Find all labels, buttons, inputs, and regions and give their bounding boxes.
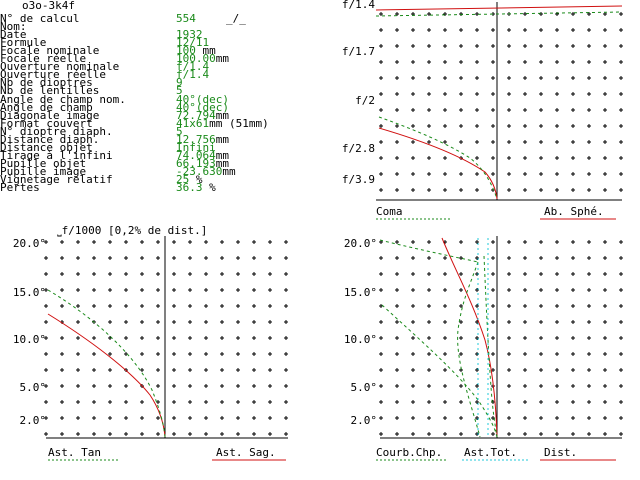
field-grid xyxy=(379,240,623,436)
aperture-tick-label: f/2.8 xyxy=(342,142,375,155)
spec-value: 36.3 % xyxy=(176,181,216,195)
scale-bar-icon: ⎵ xyxy=(57,224,62,237)
legend-sag: Ast. Sag. xyxy=(216,446,276,459)
spec-value: 554 xyxy=(176,12,196,25)
spec-value: -23.630mm xyxy=(176,164,236,178)
spec-label: Angle de champ xyxy=(0,100,93,114)
spec-label: Distance objet xyxy=(0,140,93,154)
tangential-curve xyxy=(47,289,166,438)
spherical-aberration-top xyxy=(375,5,623,11)
spec-label: Nom: xyxy=(0,20,27,34)
spec-label: Distance diaph. xyxy=(0,132,100,146)
spec-label: Nb de lentilles xyxy=(0,84,100,98)
coma-curve xyxy=(378,116,498,200)
scale-note: ⎵f/1000 [0,2% de dist.] xyxy=(44,214,207,236)
legend-coma: Coma xyxy=(376,205,403,218)
distortion-curve xyxy=(441,237,498,438)
spec-value: 40°(dec) xyxy=(176,92,229,106)
window-title: o3o-3k4f xyxy=(22,0,75,12)
coma-top xyxy=(375,11,623,17)
spec-value: 5 xyxy=(176,124,183,138)
aperture-tick-label: f/1.4 xyxy=(342,0,375,11)
spec-value: 9 xyxy=(176,76,183,90)
spec-label: Pupille objet xyxy=(0,156,87,170)
spec-label: Diagonale image xyxy=(0,108,100,122)
field-curve-d xyxy=(483,255,498,438)
aperture-tick-label: f/1.7 xyxy=(342,45,375,58)
astig-tick-label: 15.0° xyxy=(13,286,46,299)
spec-value: Infini xyxy=(176,140,216,154)
astig-grid xyxy=(44,240,288,436)
spec-label: Focale nominale xyxy=(0,44,100,58)
spec-label: Date xyxy=(0,28,27,42)
spec-value: 1932 xyxy=(176,28,203,42)
astig-tick-label: 20.0° xyxy=(13,237,46,250)
aperture-tick-label: f/3.9 xyxy=(342,173,375,186)
spec-value: 41x61mm (51mm) xyxy=(176,116,269,130)
spec-label: Ouverture nominale xyxy=(0,60,120,74)
spec-label: Nb de dioptres xyxy=(0,76,93,90)
field-curve-c xyxy=(381,304,498,438)
field-tick-label: 20.0° xyxy=(344,237,377,250)
spec-label: Pertes xyxy=(0,181,40,195)
sagittal-curve xyxy=(47,313,166,438)
spec-value: 12.756mm xyxy=(176,132,229,146)
spec-value: 12/11 xyxy=(176,36,210,50)
spec-value: f/1.4 xyxy=(176,60,210,74)
legend-spherical: Ab. Sphé. xyxy=(544,205,604,218)
field-tick-label: 15.0° xyxy=(344,286,377,299)
field-curve-a xyxy=(379,239,479,263)
field-tick-label: 10.0° xyxy=(344,333,377,346)
spec-label: N° de calcul xyxy=(0,12,80,25)
spec-value: 74.064mm xyxy=(176,148,229,162)
spec-label: Angle de champ nom. xyxy=(0,92,126,106)
spec-label: Tirage à l'infini xyxy=(0,148,113,162)
spec-label: Format couvert xyxy=(0,116,93,130)
spec-value: 72.794mm xyxy=(176,108,229,122)
spec-value: 100.00mm xyxy=(176,52,229,66)
spec-value: 100 mm xyxy=(176,44,216,58)
legend-tan: Ast. Tan xyxy=(48,446,101,459)
spec-label: N° dioptre diaph. xyxy=(0,124,113,138)
signature-mark: _/_ xyxy=(226,12,246,25)
spec-value: 5 xyxy=(176,84,183,98)
spec-value: 25 % xyxy=(176,173,203,186)
legend-distortion: Dist. xyxy=(544,446,577,459)
spec-label: Focale réelle xyxy=(0,52,87,66)
aperture-grid xyxy=(379,12,623,192)
spec-value: 66.193mm xyxy=(176,156,229,170)
field-tick-label: 5.0° xyxy=(351,381,378,394)
legend-total-astig: Ast.Tot. xyxy=(464,446,517,459)
aperture-tick-label: f/2 xyxy=(355,94,375,107)
legend-curvature: Courb.Chp. xyxy=(376,446,442,459)
spec-value: f/1.4 xyxy=(176,68,210,82)
spec-label: Formule xyxy=(0,36,47,50)
spec-label: Ouverture réelle xyxy=(0,68,106,82)
astig-tick-label: 2.0° xyxy=(20,414,47,427)
spec-label: Pupille image xyxy=(0,164,87,178)
scale-note-label: f/1000 [0,2% de dist.] xyxy=(61,224,208,237)
astig-tick-label: 10.0° xyxy=(13,333,46,346)
spec-label: Vignetage relatif xyxy=(0,173,113,186)
astig-tick-label: 5.0° xyxy=(20,381,47,394)
field-tick-label: 2.0° xyxy=(351,414,378,427)
spec-value: 40°(dec) xyxy=(176,100,229,114)
